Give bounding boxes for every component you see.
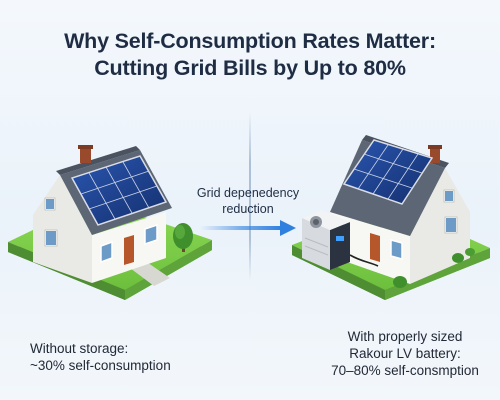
title-line-1: Why Self-Consumption Rates Matter:: [64, 29, 436, 53]
center-divider: [249, 112, 251, 280]
caption-right-line-2: Rakour LV battery:: [349, 346, 461, 361]
tree-icon: [173, 223, 193, 252]
solar-panel-icon: [70, 155, 168, 226]
solar-panel-icon: [342, 139, 434, 205]
page-title: Why Self-Consumption Rates Matter: Cutti…: [0, 28, 500, 82]
caption-without-storage: Without storage: ~30% self-consumption: [30, 340, 171, 374]
title-line-2: Cutting Grid Bills by Up to 80%: [94, 56, 406, 80]
arrow-label: Grid depenedency reduction: [188, 185, 308, 217]
arrow-label-line-2: reduction: [222, 202, 274, 216]
caption-with-battery: With properly sized Rakour LV battery: 7…: [310, 328, 500, 379]
caption-left-line-1: Without storage:: [30, 341, 129, 356]
caption-right-line-1: With properly sized: [347, 329, 463, 344]
tree-icon: [393, 248, 475, 288]
caption-right-line-3: 70–80% self-consmption: [331, 363, 479, 378]
caption-left-line-2: ~30% self-consumption: [30, 358, 171, 373]
arrow-label-line-1: Grid depenedency: [196, 186, 300, 200]
arrow-right-icon: [200, 220, 296, 236]
battery-unit-icon: [302, 210, 379, 270]
